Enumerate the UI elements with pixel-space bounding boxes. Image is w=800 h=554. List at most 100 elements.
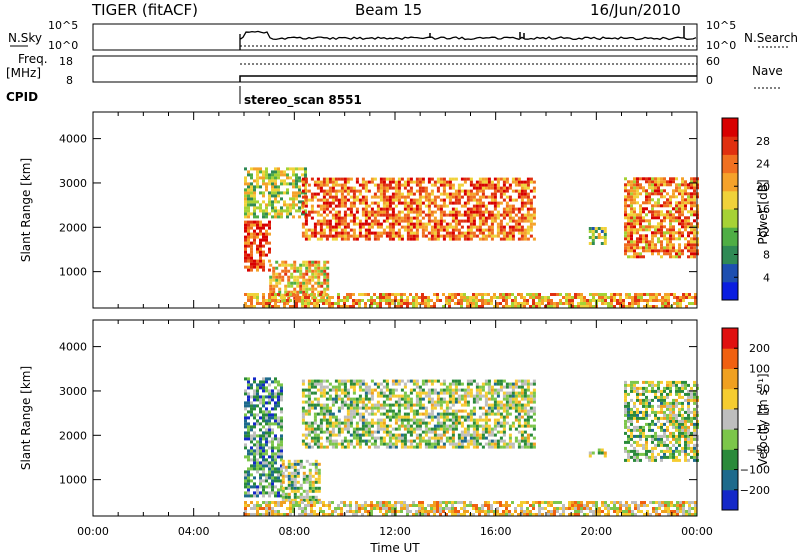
data-cell	[415, 436, 419, 440]
data-cell	[296, 266, 300, 270]
data-cell	[268, 232, 271, 236]
data-cell	[481, 412, 485, 416]
data-cell	[299, 483, 303, 487]
data-cell	[283, 170, 286, 174]
data-cell	[334, 183, 338, 187]
data-cell	[409, 406, 413, 410]
data-cell	[472, 210, 476, 214]
data-cell	[493, 379, 497, 383]
data-cell	[259, 253, 262, 257]
data-cell	[319, 219, 323, 223]
data-cell	[690, 207, 693, 211]
data-cell	[430, 299, 433, 302]
data-cell	[397, 427, 401, 431]
data-cell	[322, 234, 326, 238]
data-cell	[502, 406, 506, 410]
data-cell	[630, 398, 633, 402]
data-cell	[403, 439, 407, 443]
data-cell	[627, 246, 630, 250]
data-cell	[517, 192, 521, 196]
data-cell	[265, 422, 268, 426]
data-cell	[403, 204, 407, 208]
data-cell	[627, 255, 630, 259]
data-cell	[308, 293, 312, 297]
data-cell	[469, 418, 473, 422]
data-cell	[370, 406, 374, 410]
data-cell	[361, 418, 365, 422]
data-cell	[565, 299, 568, 302]
data-cell	[433, 400, 437, 404]
data-cell	[466, 198, 470, 202]
data-cell	[690, 210, 693, 214]
data-cell	[648, 249, 651, 253]
data-cell	[406, 445, 410, 449]
data-cell	[304, 180, 308, 184]
data-cell	[532, 442, 536, 446]
data-cell	[657, 240, 660, 244]
data-cell	[663, 440, 666, 444]
data-cell	[268, 485, 271, 489]
nsky-trace	[239, 30, 697, 50]
data-cell	[343, 445, 347, 449]
data-cell	[690, 440, 693, 444]
data-cell	[681, 225, 684, 229]
data-cell	[326, 281, 330, 285]
data-cell	[610, 296, 613, 299]
data-cell	[660, 425, 663, 429]
data-cell	[358, 183, 362, 187]
data-cell	[469, 237, 473, 241]
data-cell	[271, 407, 274, 411]
data-cell	[678, 401, 681, 405]
data-cell	[259, 443, 262, 447]
data-cell	[349, 400, 353, 404]
data-cell	[666, 213, 669, 217]
data-cell	[493, 445, 497, 449]
data-cell	[310, 231, 314, 235]
data-cell	[379, 427, 383, 431]
data-cell	[600, 230, 604, 233]
data-cell	[693, 452, 696, 456]
data-cell	[250, 410, 253, 414]
data-cell	[355, 442, 359, 446]
data-cell	[331, 305, 334, 308]
data-cell	[277, 395, 280, 399]
data-cell	[247, 299, 250, 302]
data-cell	[265, 464, 268, 468]
data-cell	[469, 439, 473, 443]
data-cell	[463, 201, 467, 205]
data-cell	[478, 433, 482, 437]
data-cell	[475, 198, 479, 202]
data-cell	[331, 433, 335, 437]
data-cell	[628, 305, 631, 308]
data-cell	[307, 237, 311, 241]
data-cell	[508, 183, 512, 187]
data-cell	[448, 412, 452, 416]
data-cell	[334, 421, 338, 425]
data-cell	[514, 296, 517, 299]
data-cell	[382, 439, 386, 443]
data-cell	[296, 269, 300, 273]
data-cell	[532, 424, 536, 428]
data-cell	[508, 412, 512, 416]
data-cell	[293, 480, 297, 484]
data-cell	[271, 194, 274, 198]
data-cell	[268, 395, 271, 399]
data-cell	[687, 192, 690, 196]
data-cell	[636, 177, 639, 181]
data-cell	[672, 380, 675, 384]
data-cell	[520, 186, 524, 190]
data-cell	[672, 192, 675, 196]
data-cell	[382, 296, 385, 299]
data-cell	[475, 225, 479, 229]
data-cell	[633, 216, 636, 220]
data-cell	[675, 446, 678, 450]
data-cell	[322, 192, 326, 196]
data-cell	[308, 278, 312, 282]
data-cell	[311, 296, 315, 300]
data-cell	[244, 389, 247, 393]
data-cell	[520, 207, 524, 211]
data-cell	[310, 445, 314, 449]
data-cell	[256, 458, 259, 462]
data-cell	[633, 231, 636, 235]
data-cell	[484, 293, 487, 296]
